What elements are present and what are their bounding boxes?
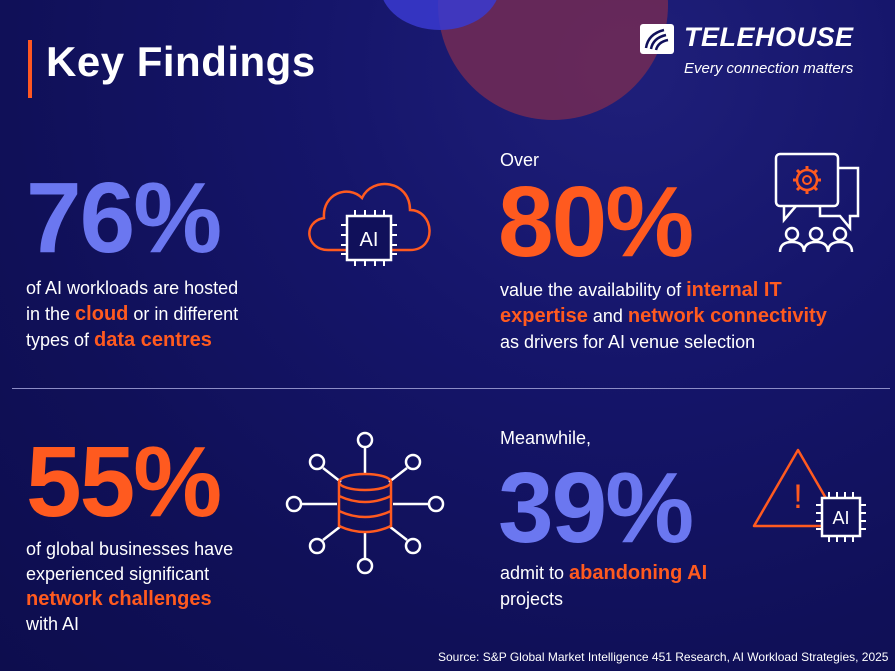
text-line: admit to abandoning AI — [500, 560, 780, 586]
text-line: as drivers for AI venue selection — [500, 332, 756, 352]
text-line: types of data centres — [26, 327, 306, 353]
highlight-abandoning-ai: abandoning AI — [569, 562, 708, 584]
highlight-network-challenges: network challenges — [26, 588, 212, 610]
stat-abandon-description: admit to abandoning AI projects — [500, 560, 780, 612]
stat-expertise-pre: Over — [500, 150, 540, 170]
highlight-internal-it: internal IT — [686, 279, 782, 301]
text-line: of global businesses have — [26, 539, 234, 559]
text-line: network challenges — [26, 587, 306, 612]
stat-network-value: 55% — [26, 426, 222, 538]
highlight-cloud: cloud — [75, 303, 129, 325]
text-segment: or in different — [128, 304, 239, 324]
text-line: of AI workloads are hosted — [26, 278, 239, 298]
text-segment: admit to — [500, 563, 570, 583]
text-line: experienced significant — [26, 564, 210, 584]
stat-cloud-value: 76% — [26, 162, 222, 274]
chip-label: AI — [360, 229, 379, 251]
stat-abandon-value: 39% — [498, 452, 694, 564]
text-line: value the availability of internal IT — [500, 277, 890, 303]
section-divider — [12, 388, 890, 389]
highlight-network-connectivity: network connectivity — [627, 305, 827, 327]
warning-ai-chip-icon: ! AI — [752, 448, 866, 542]
stat-expertise-value: 80% — [498, 166, 694, 278]
chat-gear-people-icon — [774, 152, 860, 253]
text-segment: and — [587, 306, 628, 326]
stat-network-description: of global businesses have experienced si… — [26, 537, 306, 637]
brand-tagline: Every connection matters — [684, 60, 854, 77]
cloud-ai-chip-icon: AI — [308, 182, 431, 266]
text-line: expertise and network connectivity — [500, 303, 890, 329]
stat-cloud-description: of AI workloads are hosted in the cloud … — [26, 275, 306, 353]
warning-mark: ! — [793, 478, 802, 516]
telehouse-logo-icon — [640, 24, 674, 54]
text-segment: types of — [26, 330, 95, 350]
title-accent-bar — [28, 40, 32, 98]
highlight-expertise: expertise — [500, 305, 588, 327]
page-title: Key Findings — [46, 38, 316, 85]
text-line: projects — [500, 589, 564, 609]
brand-name: TELEHOUSE — [684, 22, 854, 52]
text-segment: in the — [26, 304, 76, 324]
source-citation: Source: S&P Global Market Intelligence 4… — [438, 650, 889, 664]
chip-label: AI — [832, 508, 849, 528]
highlight-data-centres: data centres — [94, 329, 212, 351]
text-segment: value the availability of — [500, 280, 687, 300]
database-network-icon — [285, 431, 445, 575]
stat-abandon-pre: Meanwhile, — [500, 428, 592, 448]
stat-expertise-description: value the availability of internal IT ex… — [500, 277, 890, 355]
text-line: in the cloud or in different — [26, 301, 306, 327]
text-line: with AI — [26, 614, 80, 634]
